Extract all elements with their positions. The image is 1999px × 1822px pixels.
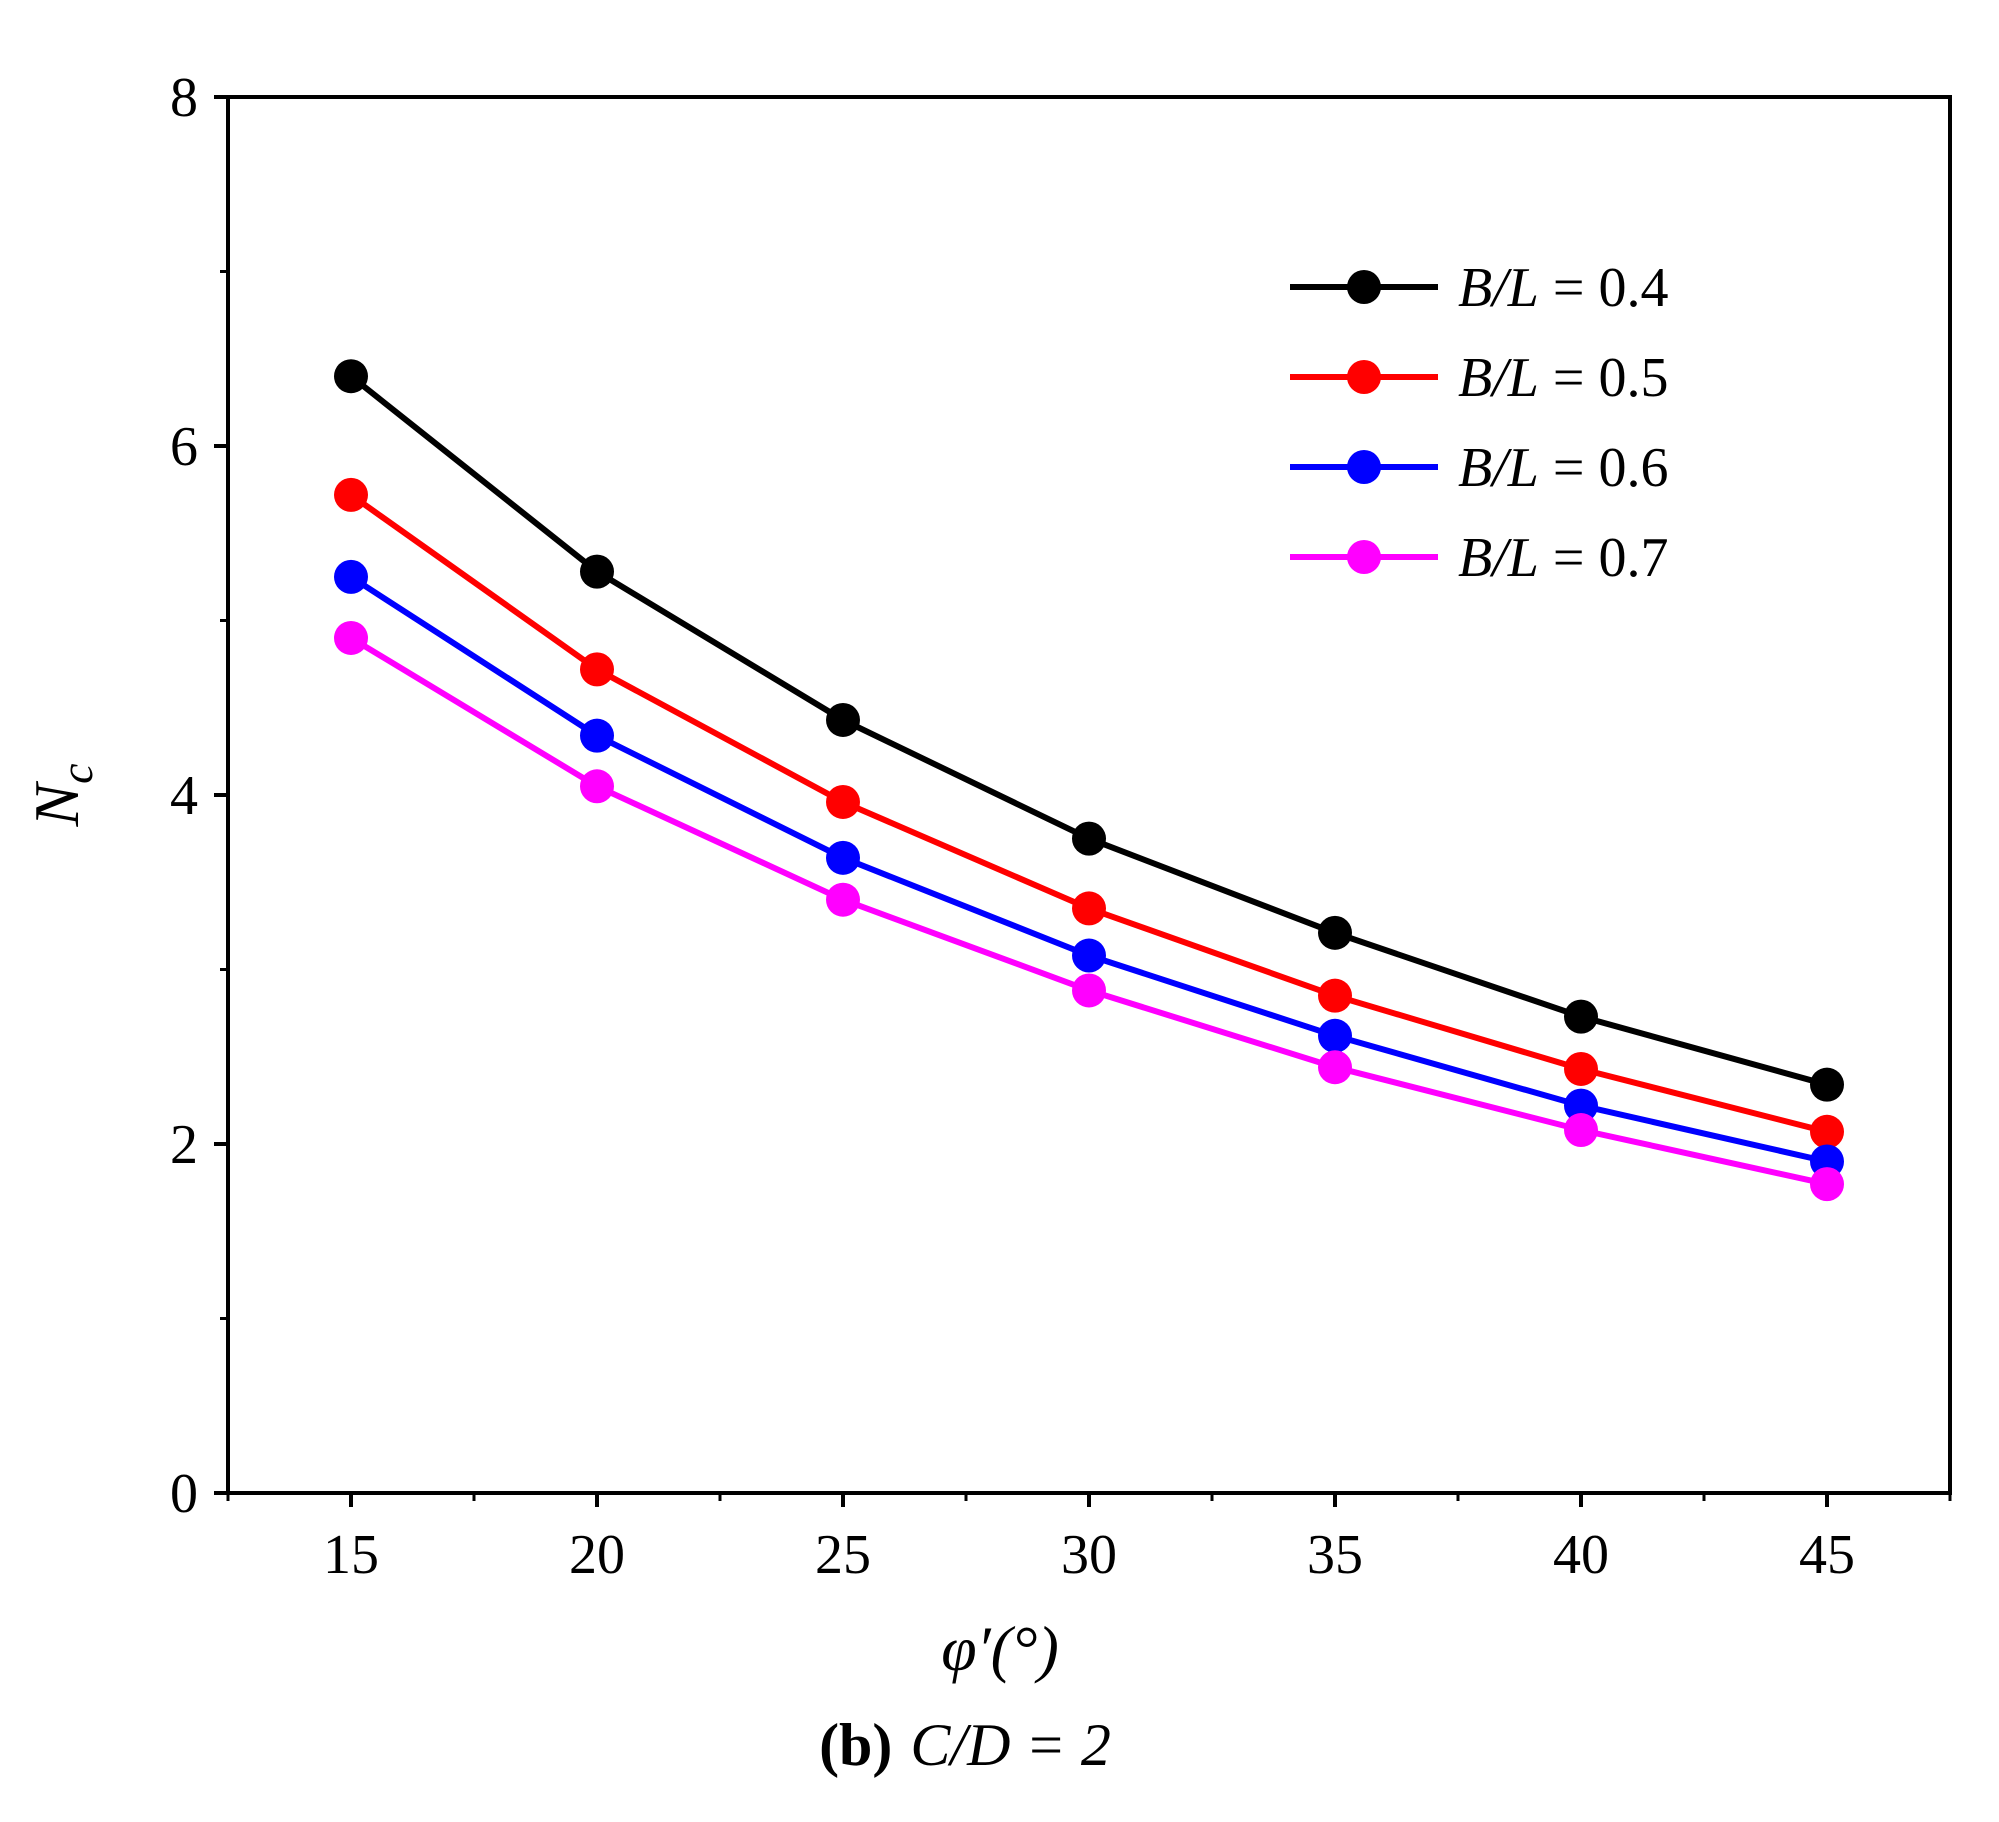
data-point <box>1564 1113 1598 1148</box>
data-point <box>580 769 614 804</box>
data-point <box>334 359 368 394</box>
series-layer <box>334 359 1844 1202</box>
data-point <box>1072 891 1106 926</box>
x-tick-label: 20 <box>569 1524 625 1586</box>
legend-item-3: B/L = 0.6 <box>1290 437 1669 499</box>
data-point <box>1318 1050 1352 1085</box>
legend: B/L = 0.4B/L = 0.5B/L = 0.6B/L = 0.7 <box>1290 257 1669 589</box>
x-tick-label: 40 <box>1553 1524 1609 1586</box>
legend-marker <box>1347 540 1381 574</box>
legend-item-4: B/L = 0.7 <box>1290 527 1669 589</box>
x-tick-label: 30 <box>1061 1524 1117 1586</box>
data-point <box>1810 1167 1844 1202</box>
y-axis-title: Nc <box>21 763 102 827</box>
y-tick-label: 2 <box>170 1114 198 1176</box>
y-axis-title-main: N <box>21 781 92 828</box>
data-point <box>334 559 368 594</box>
plot-frame <box>226 95 1952 1495</box>
y-tick-label: 4 <box>170 765 198 827</box>
data-point <box>1318 978 1352 1013</box>
caption-panel: (b) <box>819 1712 892 1778</box>
legend-label-var: B/L <box>1458 527 1539 589</box>
data-point <box>334 477 368 512</box>
legend-item-2: B/L = 0.5 <box>1290 347 1669 409</box>
data-point <box>1810 1067 1844 1102</box>
data-point <box>1564 1088 1598 1123</box>
legend-marker <box>1347 360 1381 394</box>
data-point <box>1810 1114 1844 1149</box>
series-2 <box>334 477 1844 1149</box>
series-1 <box>334 359 1844 1102</box>
legend-marker <box>1347 270 1381 304</box>
data-point <box>1318 1018 1352 1053</box>
legend-label: B/L = 0.7 <box>1458 527 1669 589</box>
figure-caption: (b) C/D = 2 <box>819 1712 1111 1778</box>
legend-label: B/L = 0.6 <box>1458 437 1669 499</box>
legend-label-value: = 0.7 <box>1539 527 1669 589</box>
legend-label: B/L = 0.4 <box>1458 257 1669 319</box>
legend-label-value: = 0.6 <box>1539 437 1669 499</box>
data-point <box>334 620 368 655</box>
legend-label-value: = 0.5 <box>1539 347 1669 409</box>
data-point <box>580 718 614 753</box>
x-axis-title: φ′(°) <box>941 1613 1059 1684</box>
data-point <box>826 784 860 819</box>
series-3 <box>334 559 1844 1179</box>
axes: 15 20 25 30 35 40 45 0 2 4 6 8 <box>170 67 1952 1586</box>
y-tick-label: 8 <box>170 67 198 129</box>
legend-label: B/L = 0.5 <box>1458 347 1669 409</box>
legend-label-var: B/L <box>1458 257 1539 319</box>
series-line <box>349 492 1828 1135</box>
data-point <box>1564 999 1598 1034</box>
data-point <box>580 652 614 687</box>
y-tick-label: 6 <box>170 416 198 478</box>
legend-marker <box>1347 450 1381 484</box>
data-point <box>826 840 860 875</box>
data-point <box>826 882 860 917</box>
y-axis-title-subscript: c <box>51 763 102 783</box>
x-tick-label: 15 <box>323 1524 379 1586</box>
legend-label-value: = 0.4 <box>1539 257 1669 319</box>
x-tick-label: 45 <box>1799 1524 1855 1586</box>
x-tick-label: 25 <box>815 1524 871 1586</box>
x-tick-label: 35 <box>1307 1524 1363 1586</box>
series-4 <box>334 620 1844 1202</box>
legend-label-var: B/L <box>1458 347 1539 409</box>
data-point <box>826 702 860 737</box>
data-point <box>1072 973 1106 1008</box>
data-point <box>580 554 614 589</box>
legend-item-1: B/L = 0.4 <box>1290 257 1669 319</box>
data-point <box>1564 1051 1598 1086</box>
y-tick-label: 0 <box>170 1463 198 1525</box>
data-point <box>1072 821 1106 856</box>
data-point <box>1072 938 1106 973</box>
legend-label-var: B/L <box>1458 437 1539 499</box>
caption-text: C/D = 2 <box>910 1712 1111 1778</box>
data-point <box>1318 915 1352 950</box>
